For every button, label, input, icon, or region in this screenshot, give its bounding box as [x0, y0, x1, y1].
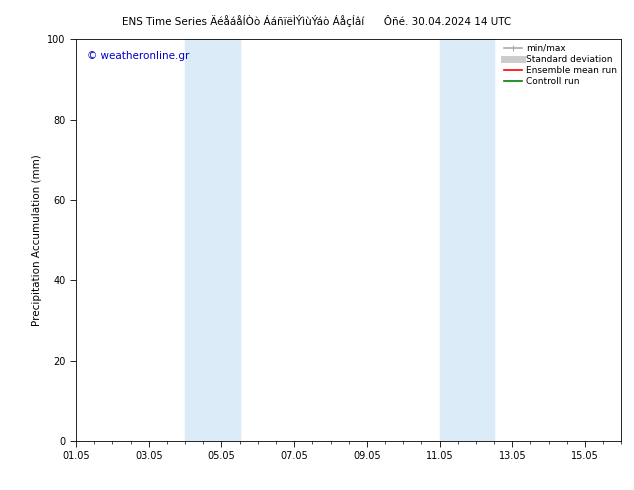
- Text: © weatheronline.gr: © weatheronline.gr: [87, 51, 190, 61]
- Text: ENS Time Series ÄéåáåÍÒò ÁáñïëÌÝìùÝáò ÁåçÍâí      Ôñé. 30.04.2024 14 UTC: ENS Time Series ÄéåáåÍÒò ÁáñïëÌÝìùÝáò Áå…: [122, 15, 512, 26]
- Bar: [439, 39, 494, 441]
- Bar: [185, 39, 240, 441]
- Legend: min/max, Standard deviation, Ensemble mean run, Controll run: min/max, Standard deviation, Ensemble me…: [502, 42, 619, 88]
- Y-axis label: Precipitation Accumulation (mm): Precipitation Accumulation (mm): [32, 154, 42, 326]
